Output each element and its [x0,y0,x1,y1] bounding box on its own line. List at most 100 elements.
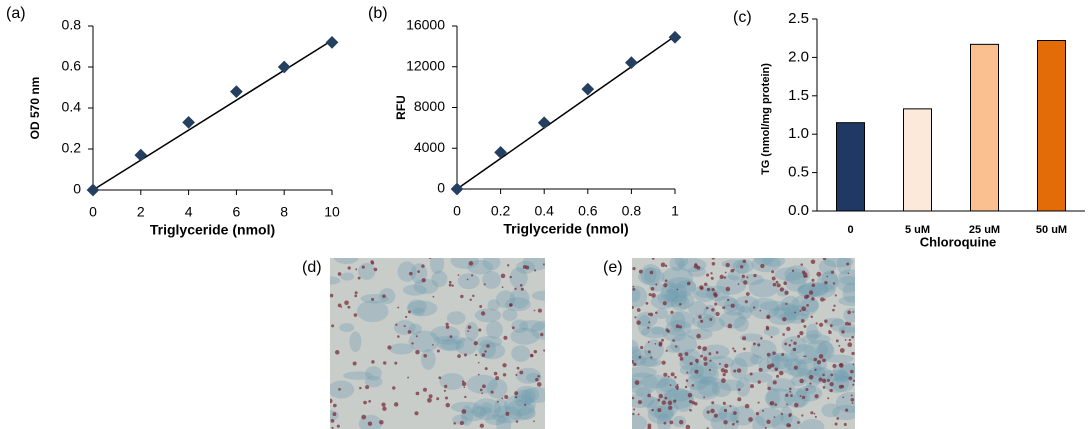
lipid-droplet [784,291,788,295]
lipid-droplet [719,363,721,365]
cell [626,286,647,308]
lipid-droplet [371,298,374,301]
lipid-droplet [802,270,805,273]
lipid-droplet [742,336,746,340]
lipid-droplet [706,307,709,310]
lipid-droplet [481,392,483,394]
lipid-droplet [408,330,412,334]
lipid-droplet [772,352,775,355]
lipid-droplet [676,324,680,328]
y-axis-label: OD 570 nm [28,77,42,140]
lipid-droplet [502,286,504,288]
x-tick-label: 0 [453,203,461,219]
lipid-droplet [515,396,517,398]
lipid-droplet [776,375,779,378]
cell [688,301,707,316]
y-tick-label: 0 [73,181,81,197]
cell [482,271,501,289]
lipid-droplet [779,371,783,375]
data-point [669,31,682,44]
lipid-droplet [746,292,750,296]
lipid-droplet [383,361,386,364]
lipid-droplet [716,351,719,354]
cell [321,410,339,421]
lipid-droplet [726,287,731,292]
lipid-droplet [702,346,707,351]
y-tick-label: 0.6 [62,58,82,74]
lipid-droplet [812,279,815,282]
lipid-droplet [632,267,635,270]
lipid-droplet [707,288,710,291]
cell [505,297,531,311]
lipid-droplet [650,356,652,358]
cell [641,264,662,285]
lipid-droplet [823,386,826,389]
lipid-droplet [639,356,642,359]
lipid-droplet [709,318,712,321]
lipid-droplet [655,284,657,286]
lipid-droplet [814,358,817,361]
trendline [93,40,332,190]
lipid-droplet [444,385,447,388]
lipid-droplet [820,297,824,301]
cell [439,373,464,390]
panel-label: (c) [733,9,752,26]
data-point [230,85,243,98]
panel-label: (b) [368,5,388,22]
lipid-droplet [482,353,486,357]
lipid-droplet [414,411,418,415]
lipid-droplet [750,372,753,375]
lipid-droplet [712,256,715,259]
lipid-droplet [408,310,411,313]
lipid-droplet [445,397,448,400]
lipid-droplet [766,420,770,424]
lipid-droplet [819,323,823,327]
lipid-droplet [648,321,650,323]
lipid-droplet [770,402,772,404]
lipid-droplet [540,333,543,336]
lipid-droplet [710,409,715,414]
lipid-droplet [665,279,668,282]
lipid-droplet [760,337,762,339]
cell [430,253,444,274]
lipid-droplet [822,359,826,363]
lipid-droplet [657,408,661,412]
lipid-droplet [758,380,761,383]
lipid-droplet [514,391,518,395]
lipid-droplet [771,270,774,273]
lipid-droplet [805,275,808,278]
lipid-droplet [841,330,845,334]
lipid-droplet [689,362,692,365]
bar [971,44,999,211]
cell [397,261,416,281]
lipid-droplet [437,349,440,352]
lipid-droplet [394,362,397,365]
lipid-droplet [851,398,855,402]
lipid-droplet [737,368,741,372]
lipid-droplet [416,392,420,396]
lipid-droplet [370,260,373,263]
lipid-droplet [773,380,777,384]
data-point [494,146,507,159]
lipid-droplet [662,361,666,365]
lipid-droplet [711,308,714,311]
x-tick-label: 4 [185,204,193,220]
lipid-droplet [801,319,805,323]
lipid-droplet [651,409,653,411]
lipid-droplet [537,375,540,378]
lipid-droplet [794,366,798,370]
bar [904,109,932,211]
lipid-droplet [355,268,357,270]
lipid-droplet [538,309,542,313]
lipid-droplet [783,281,787,285]
lipid-droplet [709,369,711,371]
lipid-droplet [464,354,467,357]
lipid-droplet [472,295,474,297]
y-tick-label: 0.8 [62,17,82,33]
lipid-droplet [630,360,634,364]
bar [837,123,865,211]
lipid-droplet [810,315,813,318]
lipid-droplet [481,311,485,315]
panel-label: (a) [6,5,26,22]
lipid-droplet [772,277,776,281]
